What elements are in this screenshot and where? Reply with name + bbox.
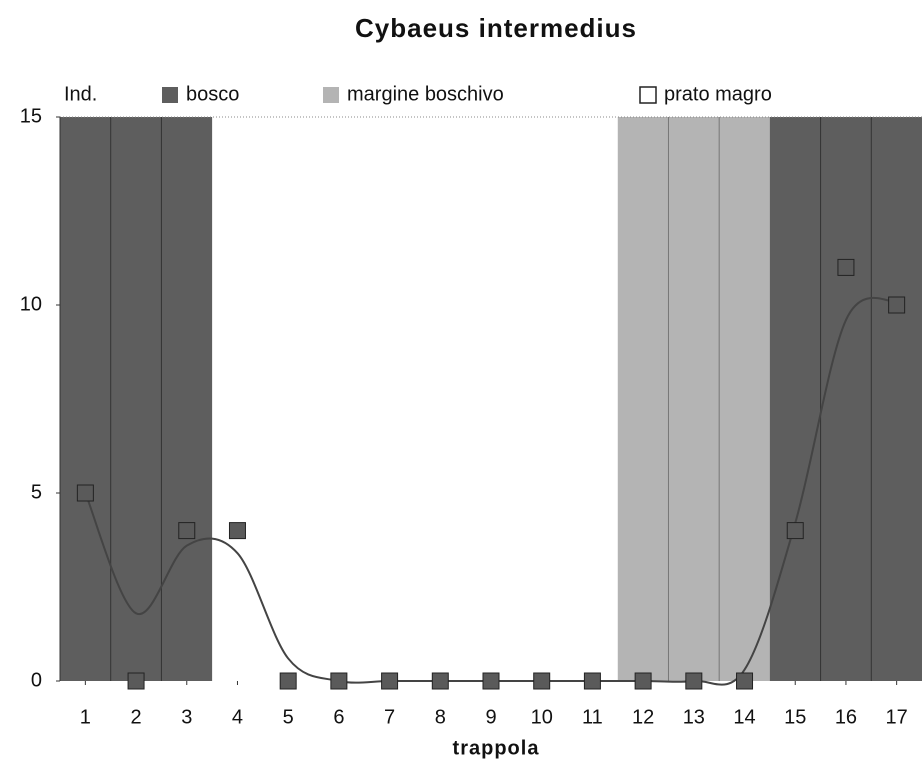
x-tick-label: 4 [232,706,243,728]
habitat-band [465,117,517,681]
x-axis-label: trappola [453,737,540,759]
habitat-band [871,117,922,681]
data-point [228,522,246,540]
habitat-band [617,117,669,681]
data-point [533,672,551,690]
habitat-band [567,117,619,681]
x-tick-label: 5 [283,706,294,728]
x-tick-label: 3 [181,706,192,728]
legend-label: bosco [186,83,239,105]
data-point [127,672,145,690]
data-point [482,672,500,690]
habitat-band [110,117,162,681]
y-tick-label: 5 [31,481,42,503]
data-point [330,672,348,690]
data-point [279,672,297,690]
x-tick-label: 7 [384,706,395,728]
x-tick-label: 2 [130,706,141,728]
habitat-band [313,117,365,681]
x-tick-label: 12 [632,706,654,728]
habitat-band [820,117,872,681]
data-point [431,672,449,690]
habitat-band [414,117,467,681]
x-tick-label: 10 [531,706,553,728]
data-point [583,672,601,690]
data-point [685,672,703,690]
data-point [786,522,804,540]
habitat-band [161,117,213,681]
data-point [634,672,652,690]
x-tick-label: 1 [80,706,91,728]
habitat-band [719,117,771,681]
x-tick-label: 8 [435,706,446,728]
x-tick-label: 9 [485,706,496,728]
x-tick-label: 11 [582,706,603,728]
legend-label: margine boschivo [347,83,504,105]
habitat-band [364,117,416,681]
data-point [736,672,754,690]
habitat-band [262,117,315,681]
habitat-band [769,117,822,681]
x-tick-label: 17 [886,706,908,728]
x-tick-label: 15 [784,706,806,728]
data-point [76,484,94,502]
y-tick-label: 10 [20,293,42,315]
x-tick-label: 6 [333,706,344,728]
data-point [837,258,855,276]
legend-swatch [323,87,339,103]
x-tick-label: 13 [683,706,705,728]
y-tick-label: 0 [31,669,42,691]
habitat-band [60,117,112,681]
legend-swatch [162,87,178,103]
data-point [381,672,399,690]
x-tick-label: 14 [733,706,755,728]
habitat-band [668,117,720,681]
legend-label: prato magro [664,83,772,105]
data-point [178,522,196,540]
habitat-band [212,117,264,681]
chart-title: Cybaeus intermedius [355,13,637,43]
y-tick-label: 15 [20,105,42,127]
x-tick-label: 16 [835,706,857,728]
y-axis-label: Ind. [64,83,97,105]
data-point [888,296,906,314]
legend-swatch [639,86,657,104]
habitat-band [516,117,568,681]
